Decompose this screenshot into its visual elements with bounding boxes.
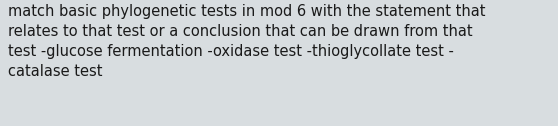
Text: match basic phylogenetic tests in mod 6 with the statement that
relates to that : match basic phylogenetic tests in mod 6 … <box>8 4 486 79</box>
